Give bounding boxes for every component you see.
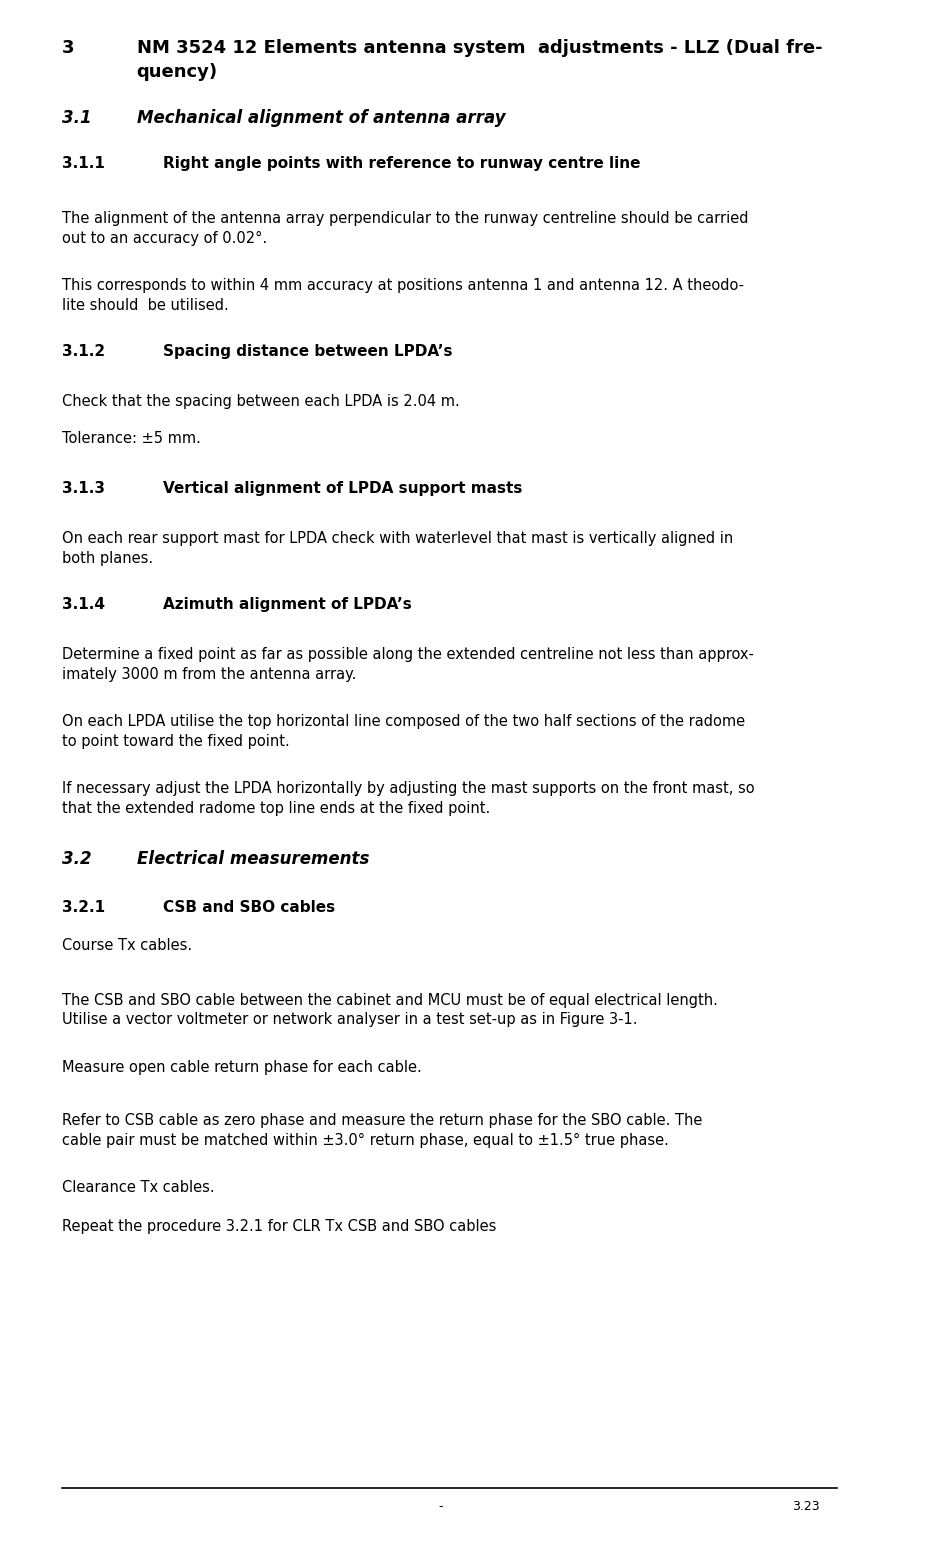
Text: Repeat the procedure 3.2.1 for CLR Tx CSB and SBO cables: Repeat the procedure 3.2.1 for CLR Tx CS…	[62, 1219, 496, 1235]
Text: -: -	[438, 1500, 443, 1513]
Text: Clearance Tx cables.: Clearance Tx cables.	[62, 1180, 214, 1196]
Text: This corresponds to within 4 mm accuracy at positions antenna 1 and antenna 12. : This corresponds to within 4 mm accuracy…	[62, 278, 743, 313]
Text: The alignment of the antenna array perpendicular to the runway centreline should: The alignment of the antenna array perpe…	[62, 211, 748, 245]
Text: Mechanical alignment of antenna array: Mechanical alignment of antenna array	[136, 109, 506, 128]
Text: On each LPDA utilise the top horizontal line composed of the two half sections o: On each LPDA utilise the top horizontal …	[62, 714, 745, 749]
Text: 3.1.2: 3.1.2	[62, 344, 105, 359]
Text: 3.2.1: 3.2.1	[62, 900, 105, 916]
Text: Vertical alignment of LPDA support masts: Vertical alignment of LPDA support masts	[163, 481, 523, 497]
Text: CSB and SBO cables: CSB and SBO cables	[163, 900, 335, 916]
Text: 3.1.1: 3.1.1	[62, 156, 104, 172]
Text: 3.1.4: 3.1.4	[62, 597, 105, 613]
Text: 3.23: 3.23	[793, 1500, 820, 1513]
Text: On each rear support mast for LPDA check with waterlevel that mast is vertically: On each rear support mast for LPDA check…	[62, 531, 733, 566]
Text: Check that the spacing between each LPDA is 2.04 m.: Check that the spacing between each LPDA…	[62, 394, 459, 410]
Text: If necessary adjust the LPDA horizontally by adjusting the mast supports on the : If necessary adjust the LPDA horizontall…	[62, 782, 755, 816]
Text: Azimuth alignment of LPDA’s: Azimuth alignment of LPDA’s	[163, 597, 412, 613]
Text: Spacing distance between LPDA’s: Spacing distance between LPDA’s	[163, 344, 453, 359]
Text: NM 3524 12 Elements antenna system  adjustments - LLZ (Dual fre-
quency): NM 3524 12 Elements antenna system adjus…	[136, 39, 822, 81]
Text: 3: 3	[62, 39, 74, 58]
Text: 3.1: 3.1	[62, 109, 91, 128]
Text: Determine a fixed point as far as possible along the extended centreline not les: Determine a fixed point as far as possib…	[62, 647, 754, 681]
Text: Measure open cable return phase for each cable.: Measure open cable return phase for each…	[62, 1060, 421, 1075]
Text: Right angle points with reference to runway centre line: Right angle points with reference to run…	[163, 156, 640, 172]
Text: Tolerance: ±5 mm.: Tolerance: ±5 mm.	[62, 431, 201, 447]
Text: Electrical measurements: Electrical measurements	[136, 850, 369, 869]
Text: Course Tx cables.: Course Tx cables.	[62, 938, 192, 953]
Text: The CSB and SBO cable between the cabinet and MCU must be of equal electrical le: The CSB and SBO cable between the cabine…	[62, 993, 718, 1027]
Text: 3.2: 3.2	[62, 850, 91, 869]
Text: Refer to CSB cable as zero phase and measure the return phase for the SBO cable.: Refer to CSB cable as zero phase and mea…	[62, 1113, 702, 1147]
Text: 3.1.3: 3.1.3	[62, 481, 105, 497]
